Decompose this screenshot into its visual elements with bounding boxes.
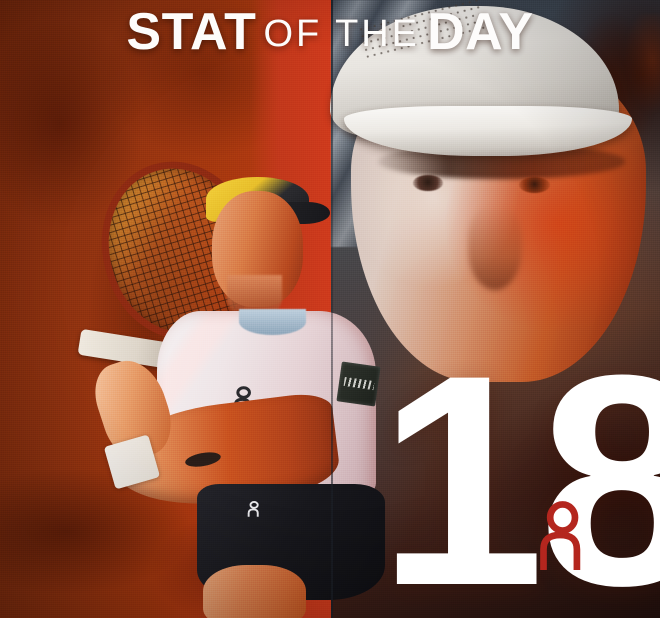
portrait-cap-brim (343, 105, 633, 156)
headline: STAT OF THE DAY (0, 0, 660, 62)
headline-day: DAY (427, 3, 534, 61)
portrait-closeup (323, 0, 660, 389)
player-collar (239, 308, 306, 336)
stat-number: 18 (378, 312, 660, 618)
tennis-player-figure (77, 141, 410, 618)
portrait-left-eye (412, 174, 444, 191)
shorts-brand-logo (245, 493, 263, 524)
headline-stat: STAT (126, 3, 257, 61)
player-thigh (202, 564, 306, 618)
portrait-right-eye (519, 176, 550, 193)
panel-split-seam (331, 0, 334, 618)
portrait-nose-shadow (467, 205, 523, 290)
headline-ofthe: OF THE (263, 13, 421, 55)
sleeve-sponsor-patch (336, 361, 382, 407)
